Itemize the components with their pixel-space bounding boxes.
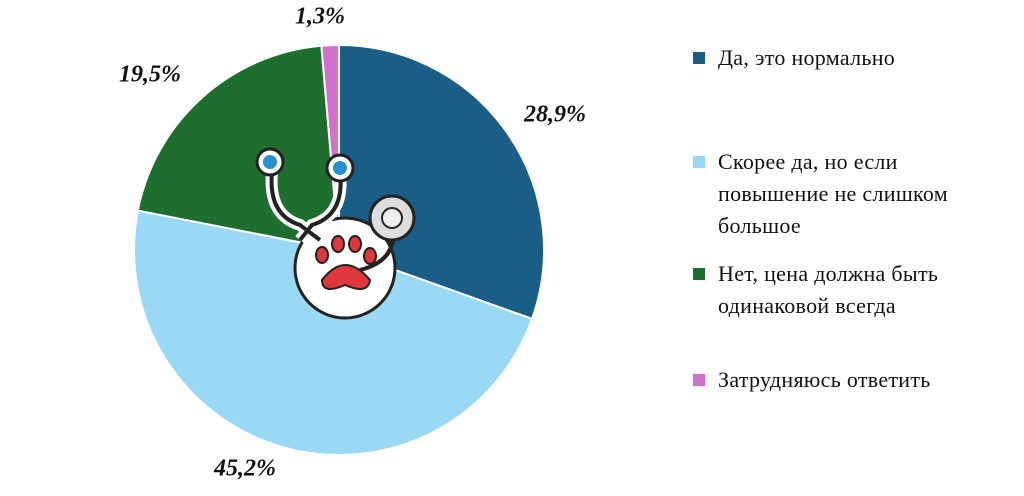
legend-item: Скорее да, но если повышение не слишком … <box>693 146 1013 242</box>
data-label: 19,5% <box>119 62 181 88</box>
legend-swatch <box>693 156 705 168</box>
data-label: 45,2% <box>213 456 276 482</box>
legend-item: Затрудняюсь ответить <box>693 364 1013 396</box>
legend-swatch <box>693 52 705 64</box>
legend-swatch <box>693 374 705 386</box>
pie-slice <box>136 44 341 252</box>
legend-item: Нет, цена должна быть одинаковой всегда <box>693 258 1013 322</box>
data-label: 28,9% <box>523 102 586 128</box>
legend-label: Затрудняюсь ответить <box>718 367 931 392</box>
data-label: 1,3% <box>295 4 345 30</box>
legend-label: Скорее да, но если повышение не слишком … <box>718 149 949 238</box>
legend-swatch <box>693 268 705 280</box>
legend-item: Да, это нормально <box>693 42 1013 74</box>
legend-label: Да, это нормально <box>718 45 896 70</box>
stethoscope-icon <box>255 147 416 320</box>
pie-slice <box>133 209 534 456</box>
legend-label: Нет, цена должна быть одинаковой всегда <box>718 261 939 318</box>
